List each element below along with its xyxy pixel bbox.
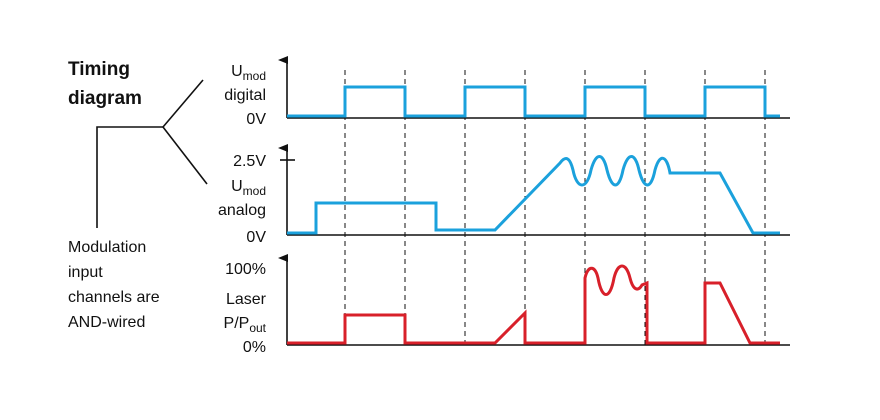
label: Umod	[231, 178, 266, 198]
note-line: AND-wired	[68, 314, 145, 331]
label: 0%	[243, 339, 266, 356]
title-line: diagram	[68, 88, 142, 109]
label: analog	[218, 202, 266, 219]
laser-wave	[287, 264, 780, 345]
label: 100%	[225, 261, 266, 278]
label: 2.5V	[233, 153, 266, 170]
title-line: Timing	[68, 59, 130, 80]
label: digital	[224, 87, 266, 104]
note-line: channels are	[68, 289, 160, 306]
dashed-guides	[344, 70, 766, 345]
bracket	[96, 79, 208, 228]
digital-wave	[287, 85, 780, 118]
note-line: Modulation	[68, 239, 146, 256]
analog-wave	[287, 155, 780, 235]
label: Laser	[226, 291, 267, 308]
label: 0V	[246, 111, 266, 128]
note-line: input	[68, 264, 103, 281]
label: P/Pout	[224, 315, 267, 335]
label: 0V	[246, 229, 266, 246]
label: Umod	[231, 63, 266, 83]
